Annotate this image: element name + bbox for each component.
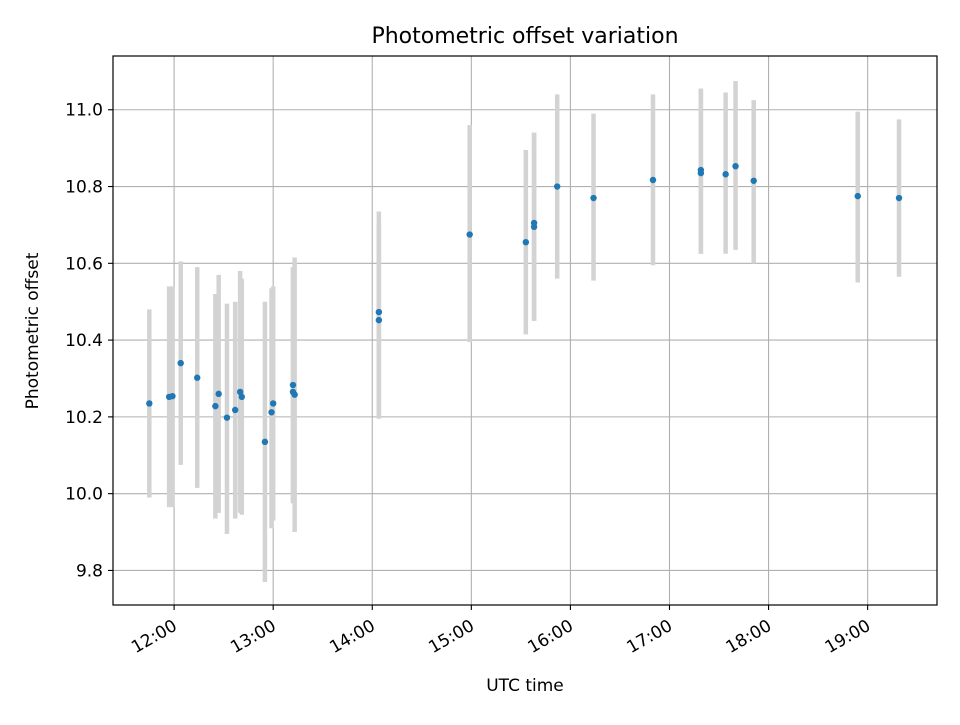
data-point: [750, 177, 757, 184]
y-tick-label: 10.6: [65, 254, 103, 274]
data-points: [146, 162, 903, 446]
data-point: [732, 162, 739, 170]
data-point: [697, 166, 705, 174]
data-point: [895, 194, 903, 202]
data-point: [522, 238, 530, 246]
data-point: [466, 231, 473, 238]
y-tick-label: 9.8: [76, 561, 103, 581]
data-point: [554, 183, 561, 190]
data-point: [375, 316, 383, 324]
y-tick-label: 10.4: [65, 331, 103, 351]
data-point: [146, 400, 153, 407]
x-axis-label: UTC time: [486, 676, 564, 696]
data-point: [169, 392, 176, 400]
grid-lines: [113, 56, 937, 605]
data-point: [215, 390, 222, 398]
y-axis-label: Photometric offset: [23, 252, 43, 409]
data-point: [238, 393, 246, 401]
data-point: [194, 374, 201, 381]
data-point: [590, 194, 597, 202]
data-point: [722, 171, 729, 178]
data-point: [649, 176, 657, 184]
data-point: [854, 192, 861, 200]
y-tick-label: 10.0: [65, 485, 103, 505]
data-point: [289, 381, 297, 389]
data-point: [269, 400, 277, 407]
data-point: [291, 391, 298, 398]
data-point: [177, 359, 184, 367]
data-point: [375, 308, 383, 316]
y-tick-label: 10.2: [65, 408, 103, 428]
data-point: [231, 406, 239, 414]
y-tick-label: 10.8: [65, 178, 103, 198]
chart-title: Photometric offset variation: [371, 24, 678, 49]
data-point: [268, 409, 275, 416]
data-point: [236, 388, 244, 396]
data-point: [530, 219, 538, 227]
data-point: [223, 414, 231, 421]
data-point: [212, 402, 219, 410]
y-axis-ticks: 9.8 10.0 10.2 10.4 10.6 10.8 11.0: [65, 101, 113, 581]
y-tick-label: 11.0: [65, 101, 103, 121]
plot-frame: [112, 55, 938, 606]
data-point: [261, 438, 269, 446]
